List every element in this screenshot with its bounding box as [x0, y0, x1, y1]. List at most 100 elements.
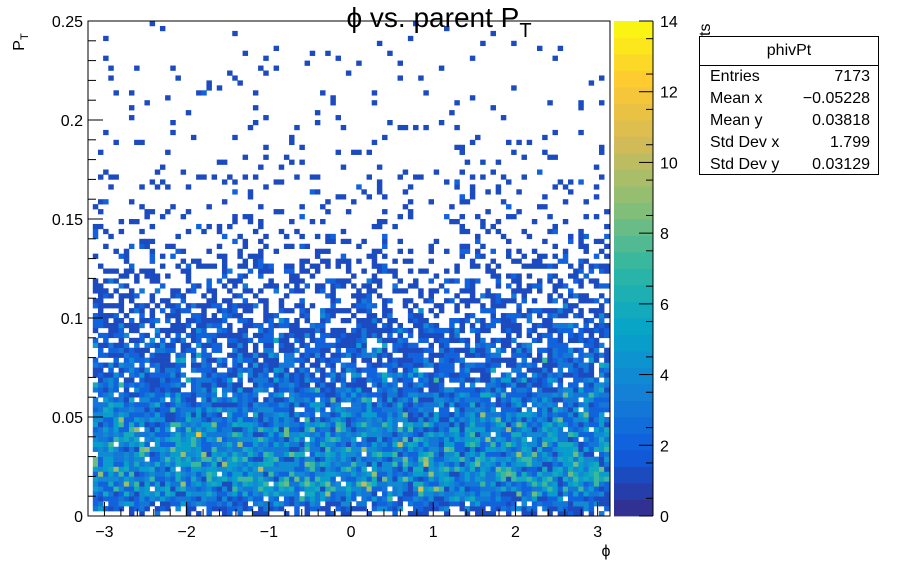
heatmap-cell	[340, 372, 347, 378]
heatmap-cell	[216, 417, 223, 423]
heatmap-cell	[454, 293, 460, 299]
heatmap-cell	[216, 496, 223, 502]
heatmap-cell	[454, 318, 460, 324]
heatmap-cell	[237, 446, 243, 452]
heatmap-cell	[252, 451, 259, 457]
heatmap-cell	[578, 491, 584, 497]
y-tick-label: 0.05	[52, 410, 83, 427]
heatmap-cell	[475, 347, 481, 353]
heatmap-cell	[413, 392, 419, 398]
heatmap-cell	[242, 387, 249, 393]
heatmap-cell	[418, 288, 424, 294]
heatmap-cell	[237, 293, 243, 299]
heatmap-cell	[485, 446, 491, 452]
heatmap-cell	[557, 456, 564, 462]
heatmap-cell	[428, 491, 434, 497]
heatmap-cell	[196, 456, 202, 462]
heatmap-cell	[232, 367, 238, 373]
heatmap-cell	[537, 397, 543, 403]
heatmap-cell	[485, 228, 491, 235]
heatmap-cell	[294, 436, 300, 443]
heatmap-cell	[175, 352, 181, 358]
heatmap-cell	[175, 471, 181, 477]
heatmap-cell	[521, 436, 527, 443]
heatmap-cell	[552, 273, 558, 279]
heatmap-cell	[159, 506, 166, 512]
heatmap-cell	[278, 431, 285, 438]
heatmap-cell	[366, 387, 373, 393]
heatmap-cell	[557, 441, 564, 447]
heatmap-cell	[201, 174, 207, 180]
heatmap-cell	[557, 412, 564, 418]
heatmap-cell	[128, 436, 135, 443]
heatmap-cell	[433, 238, 440, 245]
heatmap-cell	[402, 407, 409, 413]
heatmap-cell	[366, 278, 373, 284]
heatmap-cell	[299, 278, 305, 284]
heatmap-cell	[345, 268, 352, 274]
heatmap-cell	[134, 501, 140, 507]
heatmap-cell	[252, 461, 259, 467]
heatmap-cell	[340, 431, 347, 438]
heatmap-cell	[170, 342, 176, 348]
heatmap-cell	[537, 322, 543, 329]
heatmap-cell	[351, 506, 357, 512]
heatmap-cell	[304, 392, 311, 398]
heatmap-cell	[113, 174, 119, 180]
heatmap-cell	[475, 402, 481, 408]
heatmap-cell	[180, 362, 187, 368]
heatmap-cell	[454, 387, 460, 393]
heatmap-cell	[557, 352, 564, 358]
heatmap-cell	[252, 436, 259, 443]
heatmap-cell	[258, 476, 264, 482]
heatmap-cell	[108, 293, 114, 299]
heatmap-cell	[154, 372, 161, 378]
heatmap-cell	[175, 407, 181, 413]
heatmap-cell	[490, 268, 496, 274]
heatmap-cell	[196, 412, 202, 418]
heatmap-cell	[113, 486, 119, 492]
heatmap-cell	[345, 332, 352, 339]
heatmap-cell	[573, 303, 579, 309]
heatmap-cell	[304, 446, 311, 452]
heatmap-cell	[418, 426, 424, 433]
heatmap-cell	[402, 481, 409, 487]
heatmap-cell	[593, 431, 600, 438]
heatmap-cell	[92, 436, 99, 443]
heatmap-cell	[227, 436, 233, 443]
heatmap-cell	[320, 248, 326, 254]
heatmap-cell	[159, 357, 166, 363]
heatmap-cell	[232, 308, 238, 314]
heatmap-cell	[547, 412, 553, 418]
heatmap-cell	[588, 387, 595, 393]
heatmap-cell	[345, 337, 352, 344]
heatmap-cell	[531, 496, 538, 502]
heatmap-cell	[511, 491, 517, 497]
heatmap-cell	[227, 367, 233, 373]
heatmap-cell	[366, 426, 373, 433]
heatmap-cell	[366, 367, 373, 373]
heatmap-cell	[247, 431, 254, 438]
heatmap-cell	[490, 337, 496, 344]
heatmap-cell	[567, 506, 574, 512]
heatmap-cell	[237, 327, 243, 334]
heatmap-cell	[149, 322, 156, 329]
heatmap-cell	[480, 308, 486, 314]
heatmap-cell	[423, 412, 429, 418]
heatmap-cell	[144, 347, 150, 353]
heatmap-cell	[340, 327, 347, 334]
heatmap-cell	[449, 501, 455, 507]
heatmap-cell	[454, 124, 460, 131]
heatmap-cell	[283, 486, 290, 492]
heatmap-cell	[418, 412, 424, 418]
heatmap-cell	[196, 436, 202, 443]
heatmap-cell	[604, 491, 610, 497]
heatmap-cell	[480, 293, 486, 299]
heatmap-cell	[258, 481, 264, 487]
heatmap-cell	[159, 327, 166, 334]
heatmap-cell	[170, 407, 176, 413]
heatmap-cell	[206, 283, 212, 289]
heatmap-cell	[206, 80, 212, 86]
heatmap-cell	[562, 417, 569, 423]
heatmap-cell	[340, 194, 347, 200]
